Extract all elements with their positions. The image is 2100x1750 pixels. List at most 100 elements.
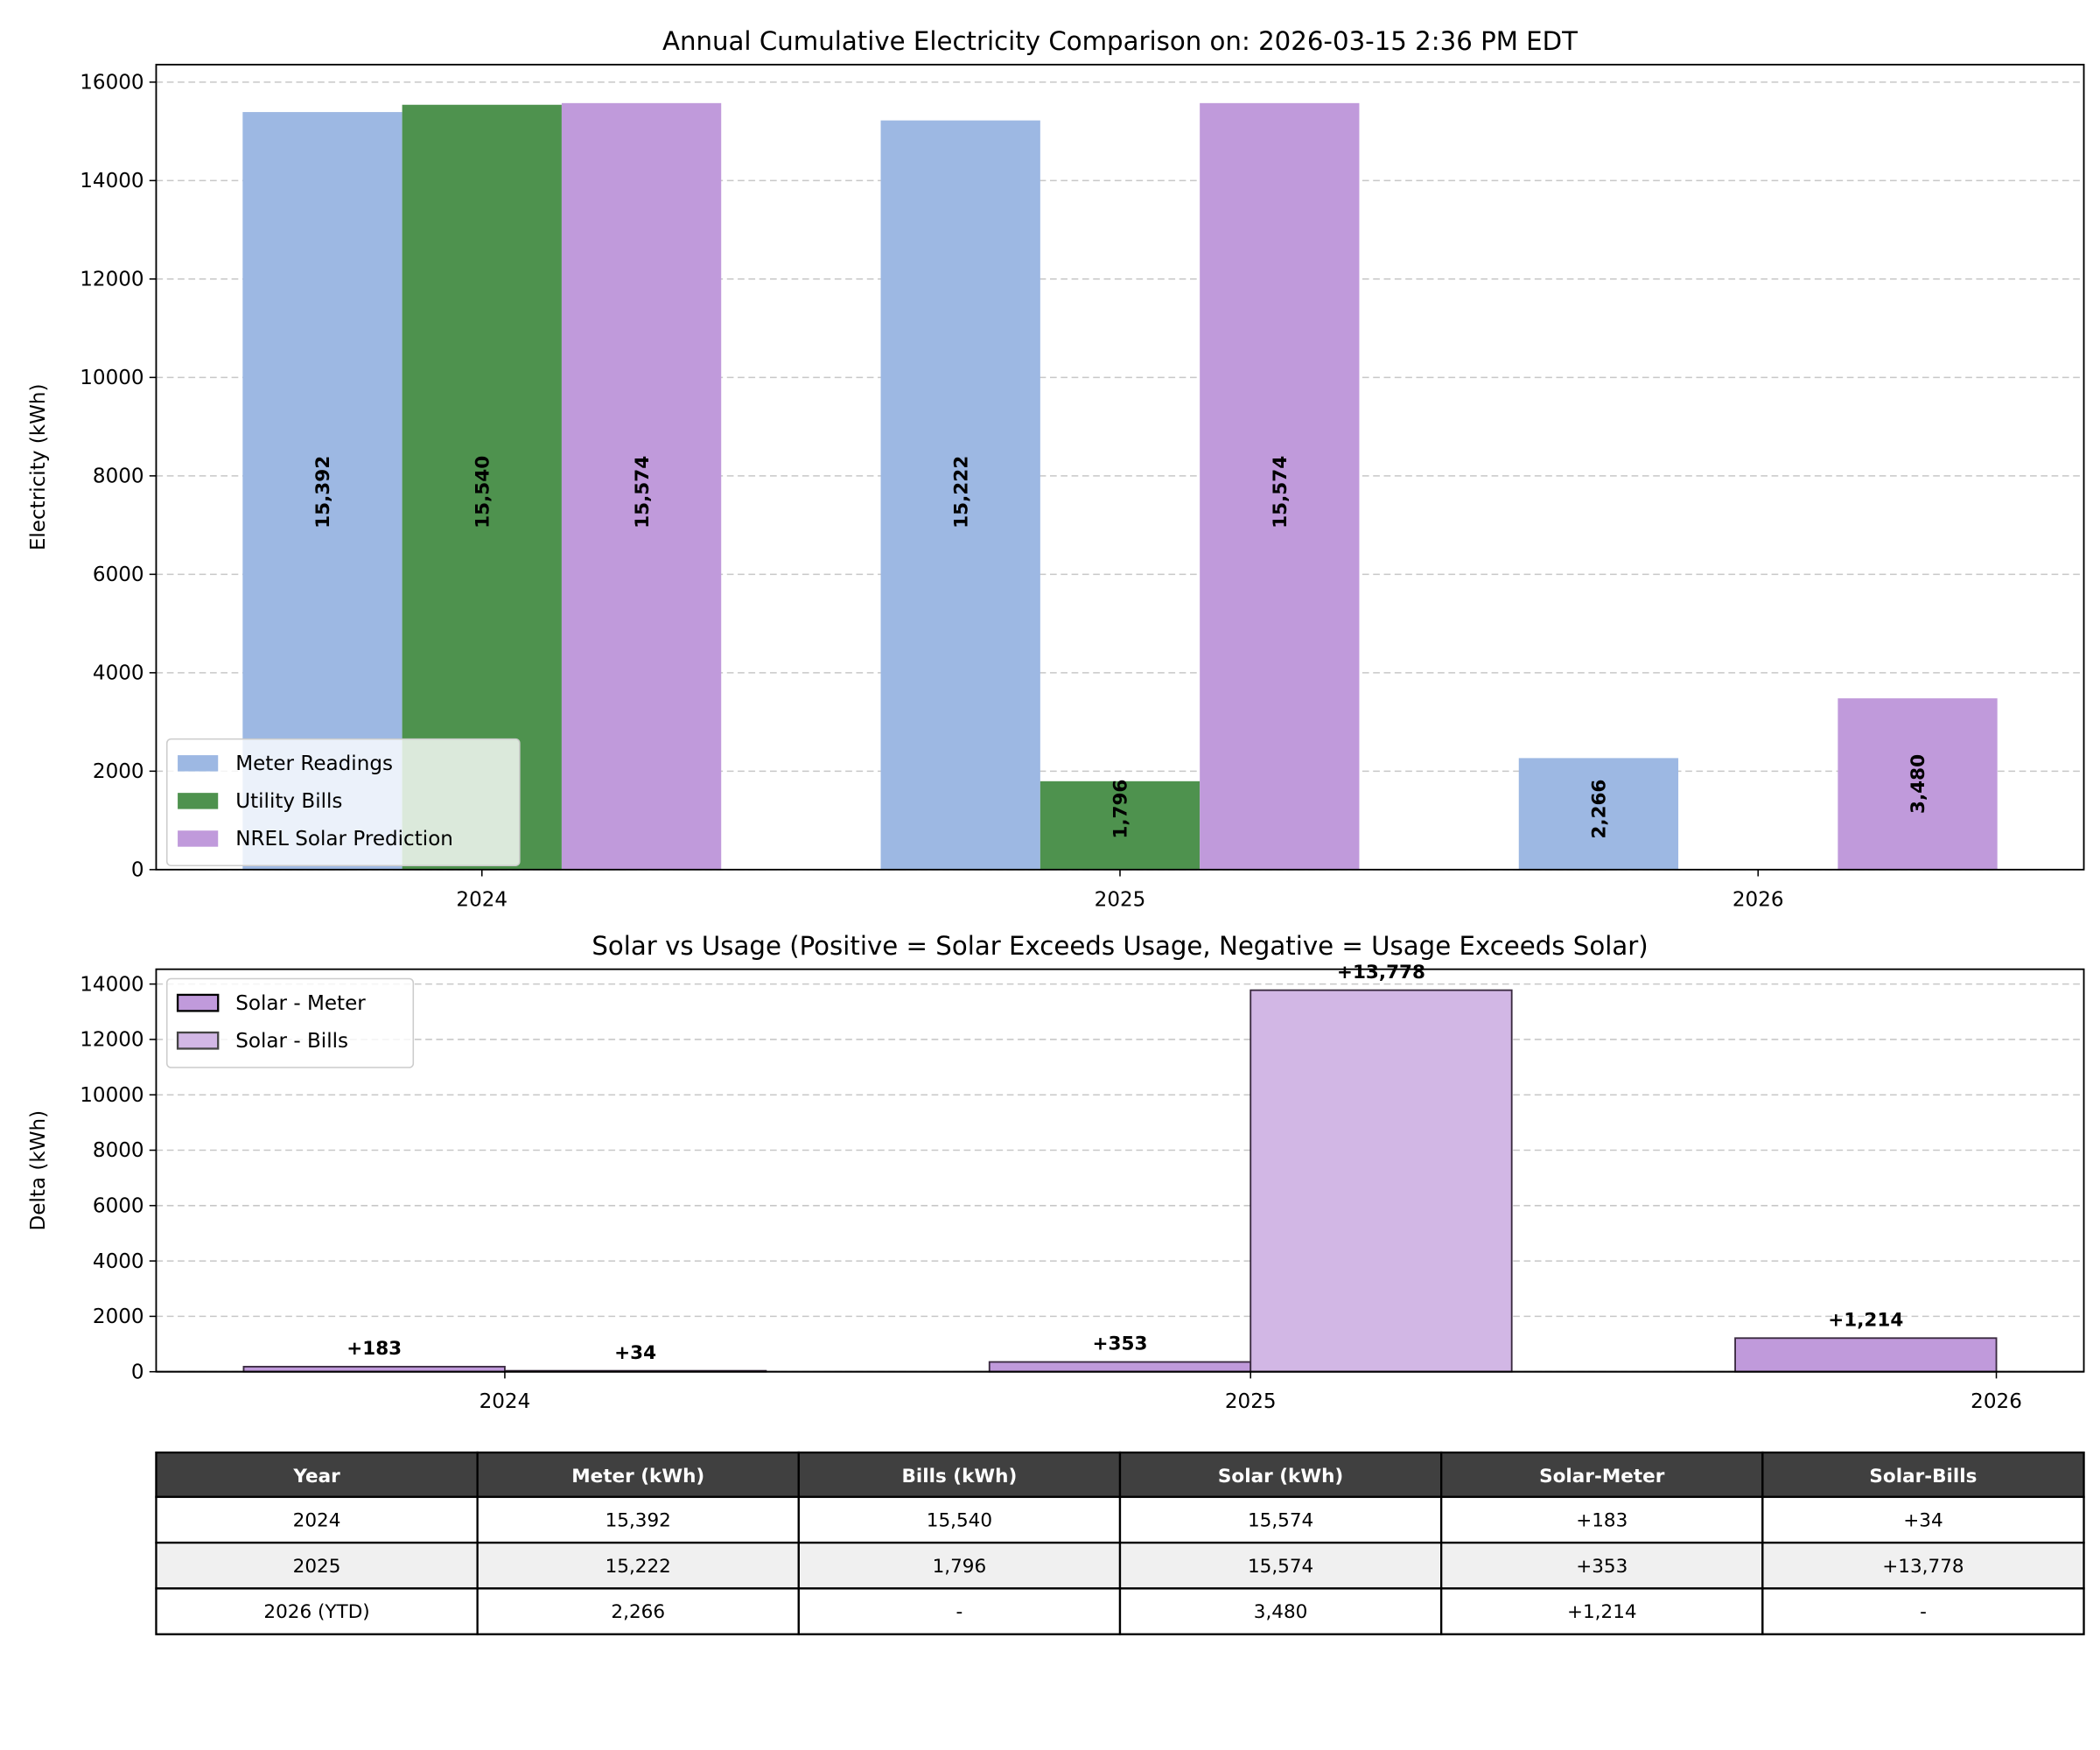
legend-swatch	[178, 755, 219, 772]
table-cell-value: +1,214	[1567, 1601, 1637, 1623]
table-cell-value: 15,574	[1248, 1556, 1313, 1578]
table-cell	[1761, 1495, 2085, 1544]
table-cell-value: +353	[1576, 1556, 1628, 1578]
table-cell	[1118, 1495, 1443, 1544]
table-cell-value: 3,480	[1254, 1601, 1308, 1623]
legend-label: Meter Readings	[235, 752, 393, 775]
bar-value-label: 3,480	[1908, 754, 1929, 814]
bar-value-label: +183	[346, 1338, 402, 1360]
table-cell-value: 1,796	[933, 1556, 987, 1578]
x-tick-label: 2025	[1095, 888, 1146, 911]
bar-solar-meter-2026	[1734, 1337, 1998, 1373]
legend-box	[166, 977, 415, 1068]
bar-value-label: +13,778	[1337, 962, 1425, 984]
table-header-label: Solar-Bills	[1869, 1466, 1977, 1488]
delta-chart: 0 2000 4000 6000 8000 10000 12000 14000 +183 +353…	[27, 931, 2085, 1413]
table-header-label: Solar-Meter	[1539, 1466, 1665, 1488]
x-tick-label: 2025	[1225, 1390, 1277, 1413]
x-tick-label: 2024	[480, 1390, 531, 1413]
y-tick-label: 6000	[93, 1194, 144, 1217]
table-cell	[1761, 1587, 2085, 1635]
bar-nrel-solar-prediction-2024	[561, 102, 722, 870]
table-cell-value: 15,392	[606, 1510, 671, 1532]
legend: Solar - Meter Solar - Bills	[166, 977, 415, 1068]
y-axis-label: Electricity (kWh)	[27, 384, 50, 551]
x-tick-label: 2026	[1970, 1390, 2022, 1413]
table-cell-value: 2026 (YTD)	[263, 1601, 369, 1623]
table-header-label: Meter (kWh)	[571, 1466, 704, 1488]
cumulative-chart: 0 2000 4000 6000 8000 10000 12000 14000 16000 15,…	[27, 26, 2085, 911]
y-tick-label: 0	[131, 1361, 144, 1383]
legend-box	[166, 738, 521, 867]
table-header-cell	[1761, 1451, 2085, 1498]
legend-label: Solar - Bills	[235, 1030, 348, 1053]
table-cell	[476, 1541, 800, 1590]
summary-table: Year Meter (kWh) Bills (kWh) Solar (kWh) Sol…	[155, 1451, 2085, 1635]
chart-title: Solar vs Usage (Positive = Solar Exceeds…	[592, 931, 1648, 961]
legend-label: Solar - Meter	[235, 992, 366, 1015]
table-header-cell	[155, 1451, 479, 1498]
y-tick-label: 4000	[93, 662, 144, 685]
bar-value-label: 2,266	[1589, 780, 1611, 839]
y-axis-label: Delta (kWh)	[27, 1110, 50, 1231]
bar-meter-readings-2025	[880, 120, 1040, 870]
table-cell-value: 15,574	[1248, 1510, 1313, 1532]
table-cell-value: 2025	[293, 1556, 341, 1578]
y-tick-label: 12000	[80, 1029, 144, 1052]
bar-value-label: 15,574	[632, 456, 654, 528]
y-tick-label: 14000	[80, 170, 144, 192]
table-header-cell	[1440, 1451, 1764, 1498]
legend-label: NREL Solar Prediction	[235, 828, 453, 850]
table-cell	[155, 1495, 479, 1544]
y-tick-label: 14000	[80, 973, 144, 996]
y-tick-label: 8000	[93, 1139, 144, 1162]
table-cell-value: +13,778	[1882, 1556, 1964, 1578]
table-cell-value: +34	[1903, 1510, 1942, 1532]
y-tick-label: 10000	[80, 367, 144, 389]
table-cell-value: 2024	[293, 1510, 341, 1532]
x-tick-label: 2024	[456, 888, 508, 911]
y-tick-label: 8000	[93, 466, 144, 488]
table-cell	[797, 1541, 1122, 1590]
y-tick-label: 6000	[93, 564, 144, 586]
bar-value-label: 15,574	[1270, 456, 1292, 528]
y-tick-label: 12000	[80, 269, 144, 291]
bar-value-label: +353	[1093, 1334, 1148, 1355]
bar-meter-readings-2026	[1518, 758, 1679, 870]
bar-solar-bills-2025	[1250, 989, 1513, 1373]
bar-value-label: 15,222	[950, 456, 972, 528]
legend: Meter Readings Utility Bills NREL Solar Pr…	[166, 738, 521, 867]
bar-nrel-solar-prediction-2025	[1200, 102, 1360, 870]
bar-nrel-solar-prediction-2026	[1838, 698, 1998, 870]
table-header-label: Year	[292, 1466, 340, 1488]
table-cell-value: 2,266	[611, 1601, 665, 1623]
legend-label: Utility Bills	[235, 790, 342, 813]
table-cell-value: 15,540	[927, 1510, 992, 1532]
legend-swatch	[178, 830, 219, 847]
legend-swatch	[176, 1031, 220, 1050]
bar-value-label: +34	[614, 1342, 656, 1364]
y-tick-label: 2000	[93, 1306, 144, 1328]
bar-value-label: 15,540	[472, 456, 494, 528]
bar-value-label: +1,214	[1828, 1309, 1903, 1331]
chart-title: Annual Cumulative Electricity Comparison…	[662, 26, 1578, 56]
bar-solar-meter-2025	[988, 1361, 1252, 1373]
table-header-label: Solar (kWh)	[1218, 1466, 1343, 1488]
bar-value-label: 15,392	[312, 456, 334, 528]
y-tick-label: 0	[131, 859, 144, 882]
table-cell	[1440, 1495, 1764, 1544]
table-cell	[476, 1587, 800, 1635]
y-tick-label: 16000	[80, 72, 144, 94]
table-cell	[155, 1587, 479, 1635]
table-cell	[797, 1587, 1122, 1635]
table-header-cell	[1118, 1451, 1443, 1498]
table-cell	[1440, 1587, 1764, 1635]
table-cell	[155, 1541, 479, 1590]
y-tick-label: 4000	[93, 1250, 144, 1273]
legend-swatch	[176, 993, 220, 1012]
x-tick-label: 2026	[1732, 888, 1784, 911]
legend-swatch	[178, 793, 219, 809]
axes-frame	[155, 968, 2085, 1373]
y-tick-label: 2000	[93, 760, 144, 783]
